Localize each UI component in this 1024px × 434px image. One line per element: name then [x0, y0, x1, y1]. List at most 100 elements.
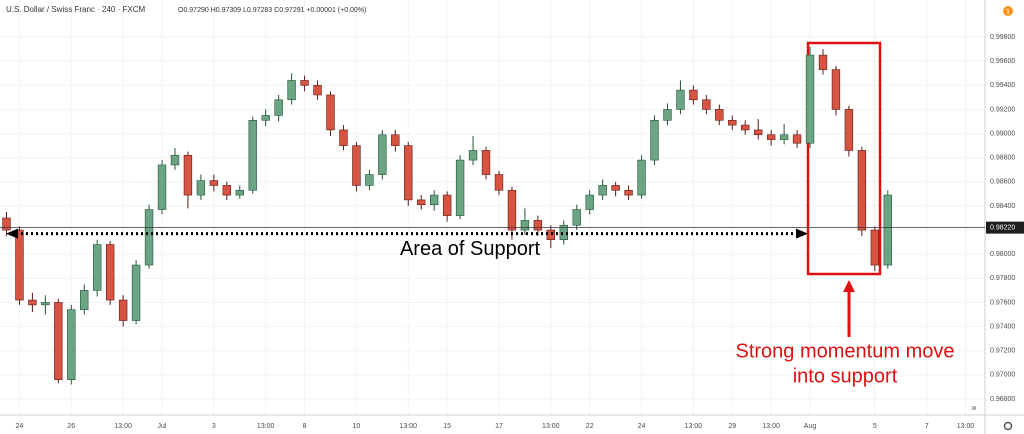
x-tick-label: 22 [586, 423, 594, 430]
candle-body [93, 244, 102, 291]
candle-body [183, 154, 193, 196]
candle-body [105, 244, 115, 301]
y-tick-label: 0.97200 [990, 348, 1015, 355]
candle-body [650, 119, 659, 161]
y-tick-label: 0.99600 [990, 58, 1015, 65]
candle-body [624, 189, 633, 196]
x-tick-label: 24 [638, 423, 646, 430]
candle-body [676, 89, 685, 110]
candle-body [144, 209, 154, 266]
candle-body [326, 94, 335, 131]
x-tick-label: 3 [212, 423, 216, 430]
ohlc-readout: O0.97290 H0.97309 L0.97283 C0.97291 +0.0… [178, 7, 366, 14]
candle-body [41, 302, 50, 306]
candle-body [15, 229, 24, 301]
candle-body [870, 229, 880, 266]
alert-count: 1 [1006, 8, 1010, 15]
candle-body [339, 129, 348, 146]
x-tick-label: 13:00 [957, 423, 975, 430]
candle-body [287, 80, 296, 101]
candle-body [831, 69, 841, 110]
candle-body [222, 185, 231, 196]
candle-body [805, 54, 815, 144]
candle-body [170, 154, 180, 166]
candle-body [637, 159, 646, 196]
x-tick-label: 29 [728, 423, 736, 430]
candle-body [766, 134, 776, 140]
candle-body [585, 194, 594, 210]
candle-body [520, 220, 530, 231]
y-tick-label: 0.97000 [990, 372, 1015, 379]
y-tick-label: 0.99200 [990, 106, 1015, 113]
last-price-label: 0.98220 [990, 224, 1015, 231]
settings-gear[interactable] [1003, 421, 1013, 431]
candle-body [611, 185, 620, 191]
candle-body [235, 189, 244, 196]
candle-body [702, 99, 711, 110]
candle-body [261, 115, 270, 121]
candle-body [67, 309, 76, 380]
x-tick-label: 13:00 [114, 423, 132, 430]
x-tick-label: 15 [443, 423, 451, 430]
candle-body [494, 174, 504, 191]
candle-body [844, 109, 854, 151]
candle-body [779, 134, 789, 140]
y-tick-label: 0.99400 [990, 82, 1015, 89]
candle-body [404, 145, 413, 201]
y-tick-label: 0.96800 [990, 396, 1015, 403]
arrowhead [6, 228, 18, 239]
x-tick-label: 5 [873, 423, 877, 430]
candle-body [131, 264, 141, 321]
candle-body [118, 299, 128, 321]
y-tick-label: 0.99800 [990, 34, 1015, 41]
y-tick-label: 0.98800 [990, 155, 1015, 162]
candle-body [572, 209, 581, 226]
candle-body [818, 54, 828, 70]
candle-body [663, 109, 672, 121]
candle-body [2, 217, 11, 231]
scroll-right[interactable]: » [971, 403, 977, 414]
y-tick-label: 0.97600 [990, 299, 1015, 306]
callout-arrowhead [843, 280, 855, 292]
x-tick-label: 8 [303, 423, 307, 430]
candle-body [715, 109, 724, 121]
x-tick-label: 26 [67, 423, 75, 430]
candle-body [507, 189, 517, 231]
candle-body [481, 150, 491, 175]
x-tick-label: 10 [353, 423, 361, 430]
candle-body [378, 134, 387, 175]
candle-body [429, 194, 439, 206]
x-tick-label: 13:00 [685, 423, 703, 430]
candle-body [883, 194, 892, 266]
candle-body [352, 145, 361, 186]
candle-body [546, 229, 556, 241]
arrowhead [796, 228, 808, 239]
symbol-title: U.S. Dollar / Swiss Franc · 240 · FXCM [6, 5, 145, 14]
candle-body [598, 185, 607, 196]
candle-body [468, 150, 478, 161]
alert-badge[interactable] [1003, 6, 1013, 16]
x-tick-label: 7 [925, 423, 929, 430]
candle-body [857, 150, 867, 231]
x-tick-label: 13:00 [542, 423, 560, 430]
y-tick-label: 0.97400 [990, 323, 1015, 330]
candle-body [391, 134, 400, 146]
highlight-box [806, 41, 882, 276]
candle-body [365, 174, 374, 186]
candle-body [80, 290, 89, 310]
x-tick-label: 13:00 [257, 423, 275, 430]
candle-body [533, 220, 543, 231]
candle-body [248, 119, 257, 191]
candle-body [157, 164, 167, 210]
x-tick-label: 13:00 [399, 423, 417, 430]
momentum-annotation: into support [793, 365, 898, 387]
candle-body [313, 84, 322, 96]
x-tick-label: Jul [158, 423, 167, 430]
x-tick-label: 17 [495, 423, 503, 430]
candle-body [455, 159, 465, 216]
y-tick-label: 0.97800 [990, 275, 1015, 282]
candle-body [274, 99, 283, 116]
candle-body [300, 80, 309, 86]
candle-body [689, 89, 698, 101]
